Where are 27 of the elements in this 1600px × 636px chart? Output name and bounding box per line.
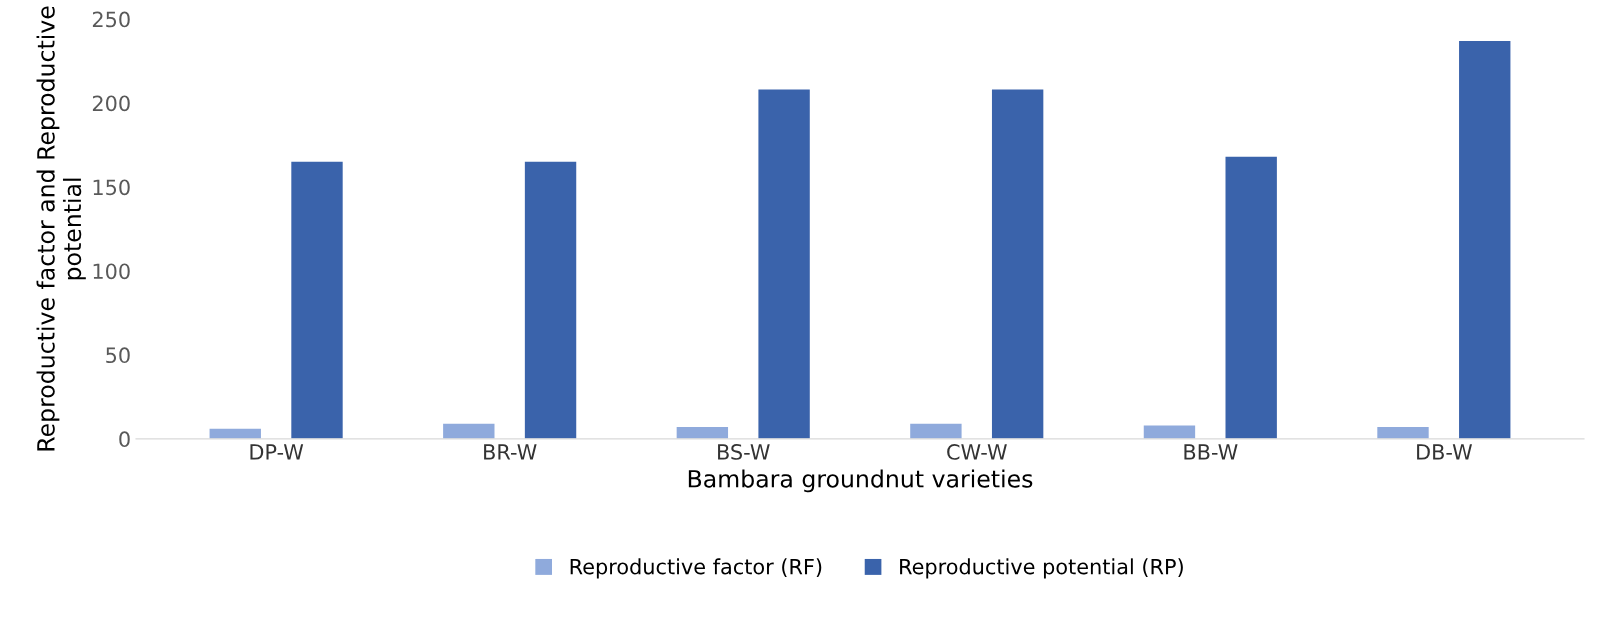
x-tick-label: DP-W — [250, 444, 304, 460]
bar — [443, 423, 495, 439]
bar — [758, 89, 810, 439]
bar — [991, 89, 1044, 439]
x-tick-label: CW-W — [947, 444, 1007, 460]
y-axis-title: Reproductive factor and Reproductive potential — [36, 6, 86, 451]
bar — [1377, 427, 1429, 439]
y-tick-label: 100 — [93, 263, 130, 280]
bar — [1459, 40, 1511, 439]
x-axis-title: Bambara groundnut varieties — [688, 469, 1033, 493]
y-tick-label: 250 — [92, 11, 130, 28]
x-tick-label: DB-W — [1417, 444, 1472, 460]
bar — [676, 427, 729, 439]
bar — [1225, 156, 1277, 439]
y-tick-label: 200 — [92, 95, 130, 112]
bar — [524, 161, 577, 439]
bar — [291, 161, 343, 439]
bar — [1143, 425, 1196, 439]
y-tick-label: 0 — [119, 431, 130, 448]
y-tick-label: 50 — [106, 347, 130, 364]
x-tick-label: BB-W — [1184, 444, 1238, 460]
x-tick-label: BS-W — [718, 444, 770, 460]
legend-label: Reproductive factor (RF) — [570, 558, 822, 579]
bar — [910, 423, 962, 439]
y-tick-label: 150 — [93, 179, 130, 196]
legend-label: Reproductive potential (RP) — [900, 558, 1183, 579]
x-tick-label: BR-W — [484, 444, 537, 460]
